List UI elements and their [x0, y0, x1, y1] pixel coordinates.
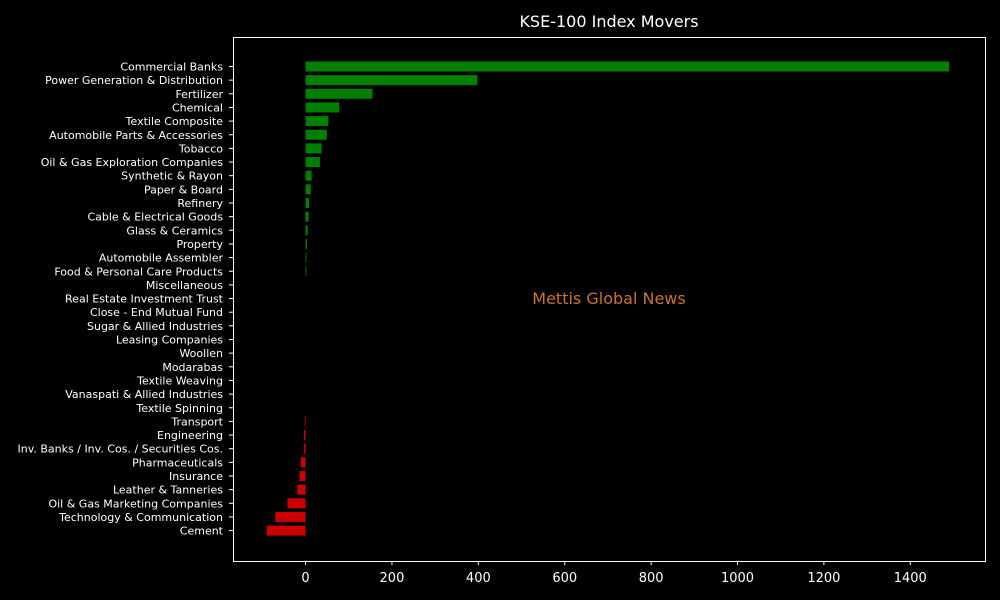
bar [305, 211, 309, 222]
bar [305, 170, 312, 181]
category-label: Refinery [177, 197, 223, 210]
category-label: Leasing Companies [116, 334, 223, 347]
category-label: Food & Personal Care Products [54, 265, 223, 278]
category-label: Inv. Banks / Inv. Cos. / Securities Cos. [18, 443, 223, 456]
x-tick-label: 600 [552, 571, 577, 586]
x-tick-label: 1200 [807, 571, 840, 586]
bar [305, 102, 340, 113]
category-label: Technology & Communication [58, 511, 223, 524]
bar [300, 457, 306, 468]
category-label: Cement [180, 525, 224, 538]
category-label: Chemical [172, 101, 223, 114]
bar [305, 143, 322, 154]
category-label: Miscellaneous [146, 279, 223, 292]
bar [299, 471, 306, 481]
category-label: Oil & Gas Exploration Companies [41, 156, 224, 169]
plot-frame [233, 37, 986, 562]
category-label: Oil & Gas Marketing Companies [48, 497, 223, 510]
category-label: Insurance [169, 470, 223, 483]
bar [304, 416, 306, 427]
category-label: Modarabas [162, 361, 223, 374]
bar [305, 61, 950, 72]
bar [303, 443, 306, 454]
category-label: Automobile Assembler [99, 252, 224, 265]
x-tick-label: 1400 [894, 571, 927, 586]
x-tick-label: 800 [639, 571, 664, 586]
x-tick-label: 0 [301, 571, 309, 586]
watermark-text: Mettis Global News [532, 289, 685, 308]
category-label: Transport [170, 415, 223, 428]
bar [287, 498, 306, 509]
category-label: Textile Composite [125, 115, 224, 128]
bar [275, 511, 306, 522]
category-label: Commercial Banks [120, 61, 223, 74]
bar [305, 266, 307, 277]
category-label: Fertilizer [175, 88, 223, 101]
x-tick-label: 400 [466, 571, 491, 586]
category-label: Synthetic & Rayon [121, 170, 223, 183]
category-label: Leather & Tanneries [113, 484, 223, 497]
chart-title: KSE-100 Index Movers [519, 12, 699, 31]
bar [305, 252, 307, 263]
category-label: Property [176, 238, 223, 251]
bar [305, 225, 308, 236]
bar [305, 157, 320, 168]
category-label: Tobacco [178, 142, 223, 155]
bar [305, 75, 478, 86]
category-label: Vanaspati & Allied Industries [65, 388, 223, 401]
category-label: Glass & Ceramics [126, 224, 223, 237]
category-label: Textile Weaving [136, 374, 223, 387]
category-label: Close - End Mutual Fund [90, 306, 223, 319]
category-label: Engineering [157, 429, 223, 442]
bar [305, 116, 329, 127]
bar [305, 238, 307, 249]
category-label: Paper & Board [144, 183, 223, 196]
bar [303, 430, 306, 441]
bar [305, 88, 373, 99]
category-label: Power Generation & Distribution [45, 74, 223, 87]
category-label: Real Estate Investment Trust [65, 293, 224, 306]
category-label: Textile Spinning [135, 402, 223, 415]
bar [297, 484, 306, 495]
category-label: Pharmaceuticals [132, 456, 223, 469]
category-label: Sugar & Allied Industries [87, 320, 223, 333]
x-tick-label: 1000 [721, 571, 754, 586]
x-tick-label: 200 [380, 571, 405, 586]
bar [305, 184, 311, 195]
category-label: Automobile Parts & Accessories [49, 129, 223, 142]
bar [305, 198, 310, 208]
bar [266, 525, 306, 536]
bar [305, 129, 327, 140]
category-label: Cable & Electrical Goods [87, 211, 223, 224]
category-label: Woollen [179, 347, 223, 360]
